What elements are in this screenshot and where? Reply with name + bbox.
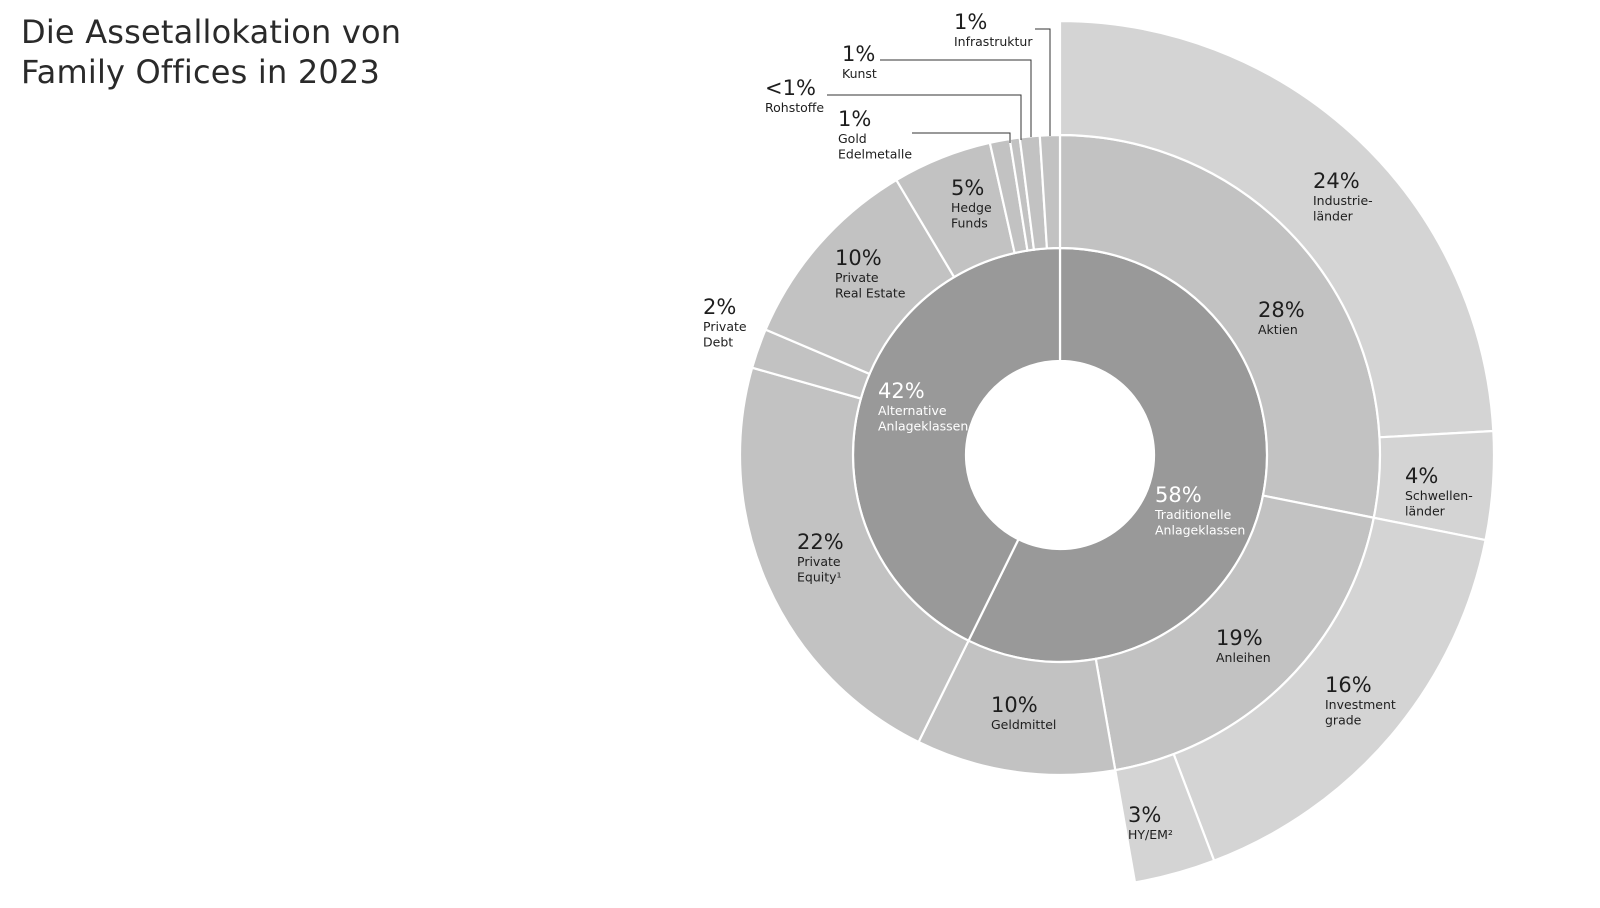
value-label: 24% (1313, 169, 1360, 193)
value-label: 16% (1325, 673, 1372, 697)
category-label: Kunst (842, 66, 877, 81)
category-label: Anleihen (1216, 650, 1271, 665)
category-label: Debt (703, 335, 733, 350)
category-label: Edelmetalle (838, 147, 912, 162)
label-hy-em: 3%HY/EM² (1128, 803, 1173, 842)
chart-title: Die Assetallokation von Family Offices i… (21, 13, 402, 91)
category-label: Industrie- (1313, 193, 1373, 208)
value-label: 10% (991, 693, 1038, 717)
label-rohstoffe: <1%Rohstoffe (765, 76, 824, 115)
category-label: länder (1405, 504, 1446, 519)
value-label: 1% (842, 42, 875, 66)
value-label: 1% (954, 10, 987, 34)
value-label: 19% (1216, 626, 1263, 650)
category-label: Real Estate (835, 286, 906, 301)
value-label: 2% (703, 295, 736, 319)
category-label: Equity¹ (797, 570, 842, 585)
category-label: Anlageklassen (878, 419, 968, 434)
category-label: Investment (1325, 697, 1396, 712)
category-label: Aktien (1258, 322, 1298, 337)
leader-line-kunst (880, 59, 1032, 137)
value-label: 4% (1405, 464, 1438, 488)
leader-lines (827, 28, 1051, 143)
category-label: HY/EM² (1128, 827, 1173, 842)
value-label: 5% (951, 176, 984, 200)
value-label: 42% (878, 379, 925, 403)
category-label: Geldmittel (991, 717, 1056, 732)
leader-line-infrastruktur (1035, 28, 1051, 136)
label-geldmittel: 10%Geldmittel (991, 693, 1056, 732)
value-label: 1% (838, 107, 871, 131)
category-label: Rohstoffe (765, 100, 824, 115)
value-label: 58% (1155, 483, 1202, 507)
value-label: 28% (1258, 298, 1305, 322)
label-aktien: 28%Aktien (1258, 298, 1305, 337)
category-label: Traditionelle (1154, 507, 1232, 522)
category-label: länder (1313, 209, 1354, 224)
label-infrastruktur: 1%Infrastruktur (954, 10, 1033, 49)
value-label: 3% (1128, 803, 1161, 827)
value-label: <1% (765, 76, 816, 100)
leader-line-rohstoffe (827, 94, 1022, 140)
leader-line-gold-edelmetalle (912, 132, 1011, 143)
category-label: Alternative (878, 403, 947, 418)
value-label: 10% (835, 246, 882, 270)
middle-segment-private-equity (738, 366, 970, 744)
segment-labels: 58%TraditionelleAnlageklassen42%Alternat… (703, 10, 1473, 842)
category-label: Anlageklassen (1155, 523, 1245, 538)
category-label: Hedge (951, 200, 992, 215)
value-label: 22% (797, 530, 844, 554)
category-label: grade (1325, 713, 1362, 728)
outer-segment-industriel-nder (1058, 19, 1495, 439)
category-label: Private (835, 270, 879, 285)
category-label: Private (703, 319, 747, 334)
label-anleihen: 19%Anleihen (1216, 626, 1271, 665)
category-label: Infrastruktur (954, 34, 1033, 49)
label-industriel-nder: 24%Industrie-länder (1313, 169, 1373, 224)
category-label: Schwellen- (1405, 488, 1473, 503)
outer-ring (1058, 19, 1496, 884)
label-schwellenl-nder: 4%Schwellen-länder (1405, 464, 1473, 519)
middle-ring (738, 133, 1382, 777)
category-label: Private (797, 554, 841, 569)
category-label: Funds (951, 216, 988, 231)
middle-segment-infrastruktur (1038, 133, 1062, 250)
outer-segment-hy-em (1114, 752, 1216, 884)
inner-ring (851, 246, 1269, 664)
category-label: Gold (838, 131, 867, 146)
label-kunst: 1%Kunst (842, 42, 877, 81)
